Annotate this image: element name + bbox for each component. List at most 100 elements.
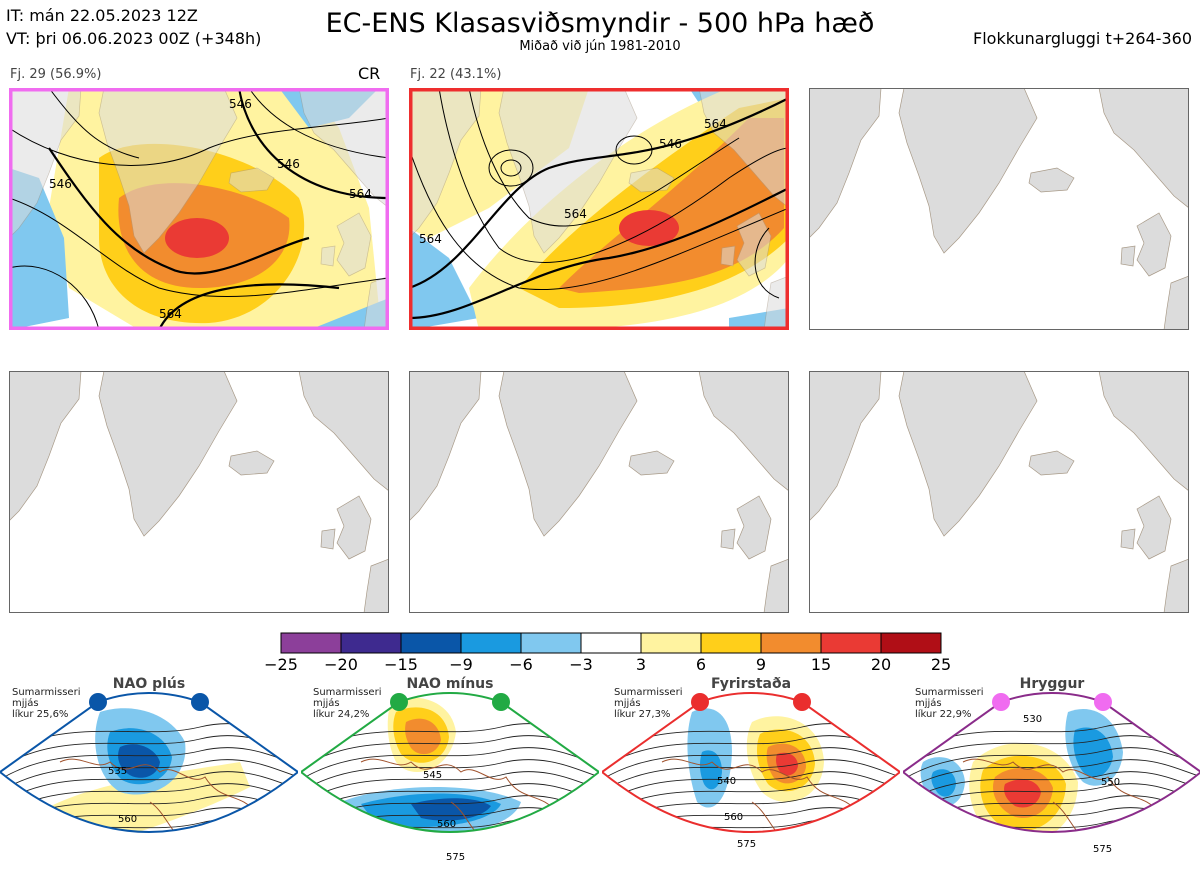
regime-name: NAO plús <box>112 676 186 692</box>
empty-map-4 <box>9 371 389 613</box>
colorbar-swatch <box>580 632 642 654</box>
height-contour <box>602 759 900 799</box>
cluster-map-1: 546 546 564 564 546 <box>9 88 389 330</box>
contour-label: 575 <box>446 852 465 863</box>
regime-info: Sumarmisseri mjjás líkur 27,3% <box>614 687 682 720</box>
contour-label: 564 <box>564 207 587 221</box>
regime-info-line: Sumarmisseri <box>915 687 984 698</box>
regime-name: Fyrirstaða <box>710 676 792 692</box>
panel-border <box>409 88 789 330</box>
height-contour <box>903 819 1200 832</box>
anomaly-blob <box>776 752 798 776</box>
colorbar-tick: −3 <box>569 655 593 674</box>
colorbar-tick: 15 <box>810 655 832 674</box>
height-contour <box>903 831 1200 832</box>
colorbar-swatch <box>340 632 402 654</box>
anomaly-blob <box>405 718 441 755</box>
height-contour <box>301 819 599 832</box>
coastline <box>59 758 256 832</box>
valid-time: VT: þri 06.06.2023 00Z (+348h) <box>6 29 262 48</box>
regime-border <box>903 692 1200 833</box>
contour-label: 564 <box>349 187 372 201</box>
anomaly-blob <box>1004 779 1041 808</box>
colorbar-tick: −15 <box>384 655 418 674</box>
contour-label: 564 <box>159 307 182 321</box>
regime-map: 530 550 575 <box>903 692 1200 856</box>
colorbar-swatch <box>400 632 462 654</box>
height-contour <box>602 819 900 832</box>
regime-info-line: mjjás <box>614 698 641 709</box>
regime-dot <box>992 693 1010 711</box>
contour-label: 530 <box>1023 714 1042 725</box>
regime-info-line: Sumarmisseri <box>12 687 81 698</box>
regime-dot <box>390 693 408 711</box>
coastline <box>661 758 858 832</box>
contour-label: 564 <box>419 232 442 246</box>
panel-1-tag: CR <box>358 64 381 83</box>
regime-map: 545 560 575 <box>301 692 599 863</box>
height-contour <box>0 819 298 832</box>
cluster-map-2: 546 564 564 564 <box>409 88 789 330</box>
empty-map-3 <box>809 88 1189 330</box>
regime-info-line: mjjás <box>12 698 39 709</box>
regime-info: Sumarmisseri mjjás líkur 22,9% <box>915 687 983 720</box>
colorbar-swatch <box>880 632 942 654</box>
regime-map: 540 560 575 <box>602 692 900 850</box>
colorbar-tick: 6 <box>695 655 707 674</box>
colorbar-swatch <box>460 632 522 654</box>
colorbar-tick: −20 <box>324 655 358 674</box>
regime-info-line: Sumarmisseri <box>313 687 382 698</box>
contour-label: 575 <box>1093 844 1112 855</box>
contour-label: 560 <box>118 814 137 825</box>
anomaly-blob <box>1073 727 1113 777</box>
height-contour <box>0 759 298 799</box>
contour-label: 564 <box>704 117 727 131</box>
colorbar-tick: −9 <box>449 655 473 674</box>
panel-2-label: Fj. 22 (43.1%) <box>410 67 502 82</box>
colorbar-tick: −25 <box>264 655 298 674</box>
colorbar-tick: 3 <box>635 655 647 674</box>
height-contour <box>0 831 298 832</box>
colorbar-tick: 20 <box>870 655 892 674</box>
page-subtitle: Miðað við jún 1981-2010 <box>519 39 681 54</box>
panel-border <box>9 88 389 330</box>
contour-label: 560 <box>437 819 456 830</box>
regime-name: NAO mínus <box>406 676 494 692</box>
regime-name: Hryggur <box>1019 676 1085 692</box>
initial-time: IT: mán 22.05.2023 12Z <box>6 6 198 25</box>
empty-map-6 <box>809 371 1189 613</box>
regime-info: Sumarmisseri mjjás líkur 25,6% <box>12 687 80 720</box>
contour-label: 546 <box>659 137 682 151</box>
colorbar-tick: 25 <box>930 655 952 674</box>
contour-label: 546 <box>277 157 300 171</box>
height-contour <box>301 759 599 799</box>
regime-info-line: líkur 25,6% <box>12 709 69 720</box>
contour-label: 575 <box>737 839 756 850</box>
regime-info-line: líkur 22,9% <box>915 709 972 720</box>
regime-info-line: Sumarmisseri <box>614 687 683 698</box>
height-contour <box>903 759 1200 799</box>
regime-info-line: líkur 27,3% <box>614 709 671 720</box>
regime-info: Sumarmisseri mjjás líkur 24,2% <box>313 687 381 720</box>
colorbar-swatch <box>640 632 702 654</box>
colorbar-swatch <box>820 632 882 654</box>
colorbar <box>280 632 942 654</box>
contour-label: 550 <box>1101 777 1120 788</box>
contour-label: 546 <box>49 177 72 191</box>
colorbar-swatch <box>760 632 822 654</box>
contour-label: 546 <box>229 97 252 111</box>
coastline <box>962 758 1159 832</box>
colorbar-swatch <box>700 632 762 654</box>
anomaly-blob <box>1013 844 1048 856</box>
regime-map: 535 560 <box>0 692 298 833</box>
regime-border <box>301 692 599 833</box>
regime-border <box>0 692 298 833</box>
regime-info-line: mjjás <box>915 698 942 709</box>
anomaly-blob <box>118 744 160 778</box>
contour-label: 535 <box>108 766 127 777</box>
panel-1-label: Fj. 29 (56.9%) <box>10 67 102 82</box>
regime-dot <box>191 693 209 711</box>
contour-label: 545 <box>423 770 442 781</box>
regime-dot <box>89 693 107 711</box>
coastline <box>360 758 557 832</box>
